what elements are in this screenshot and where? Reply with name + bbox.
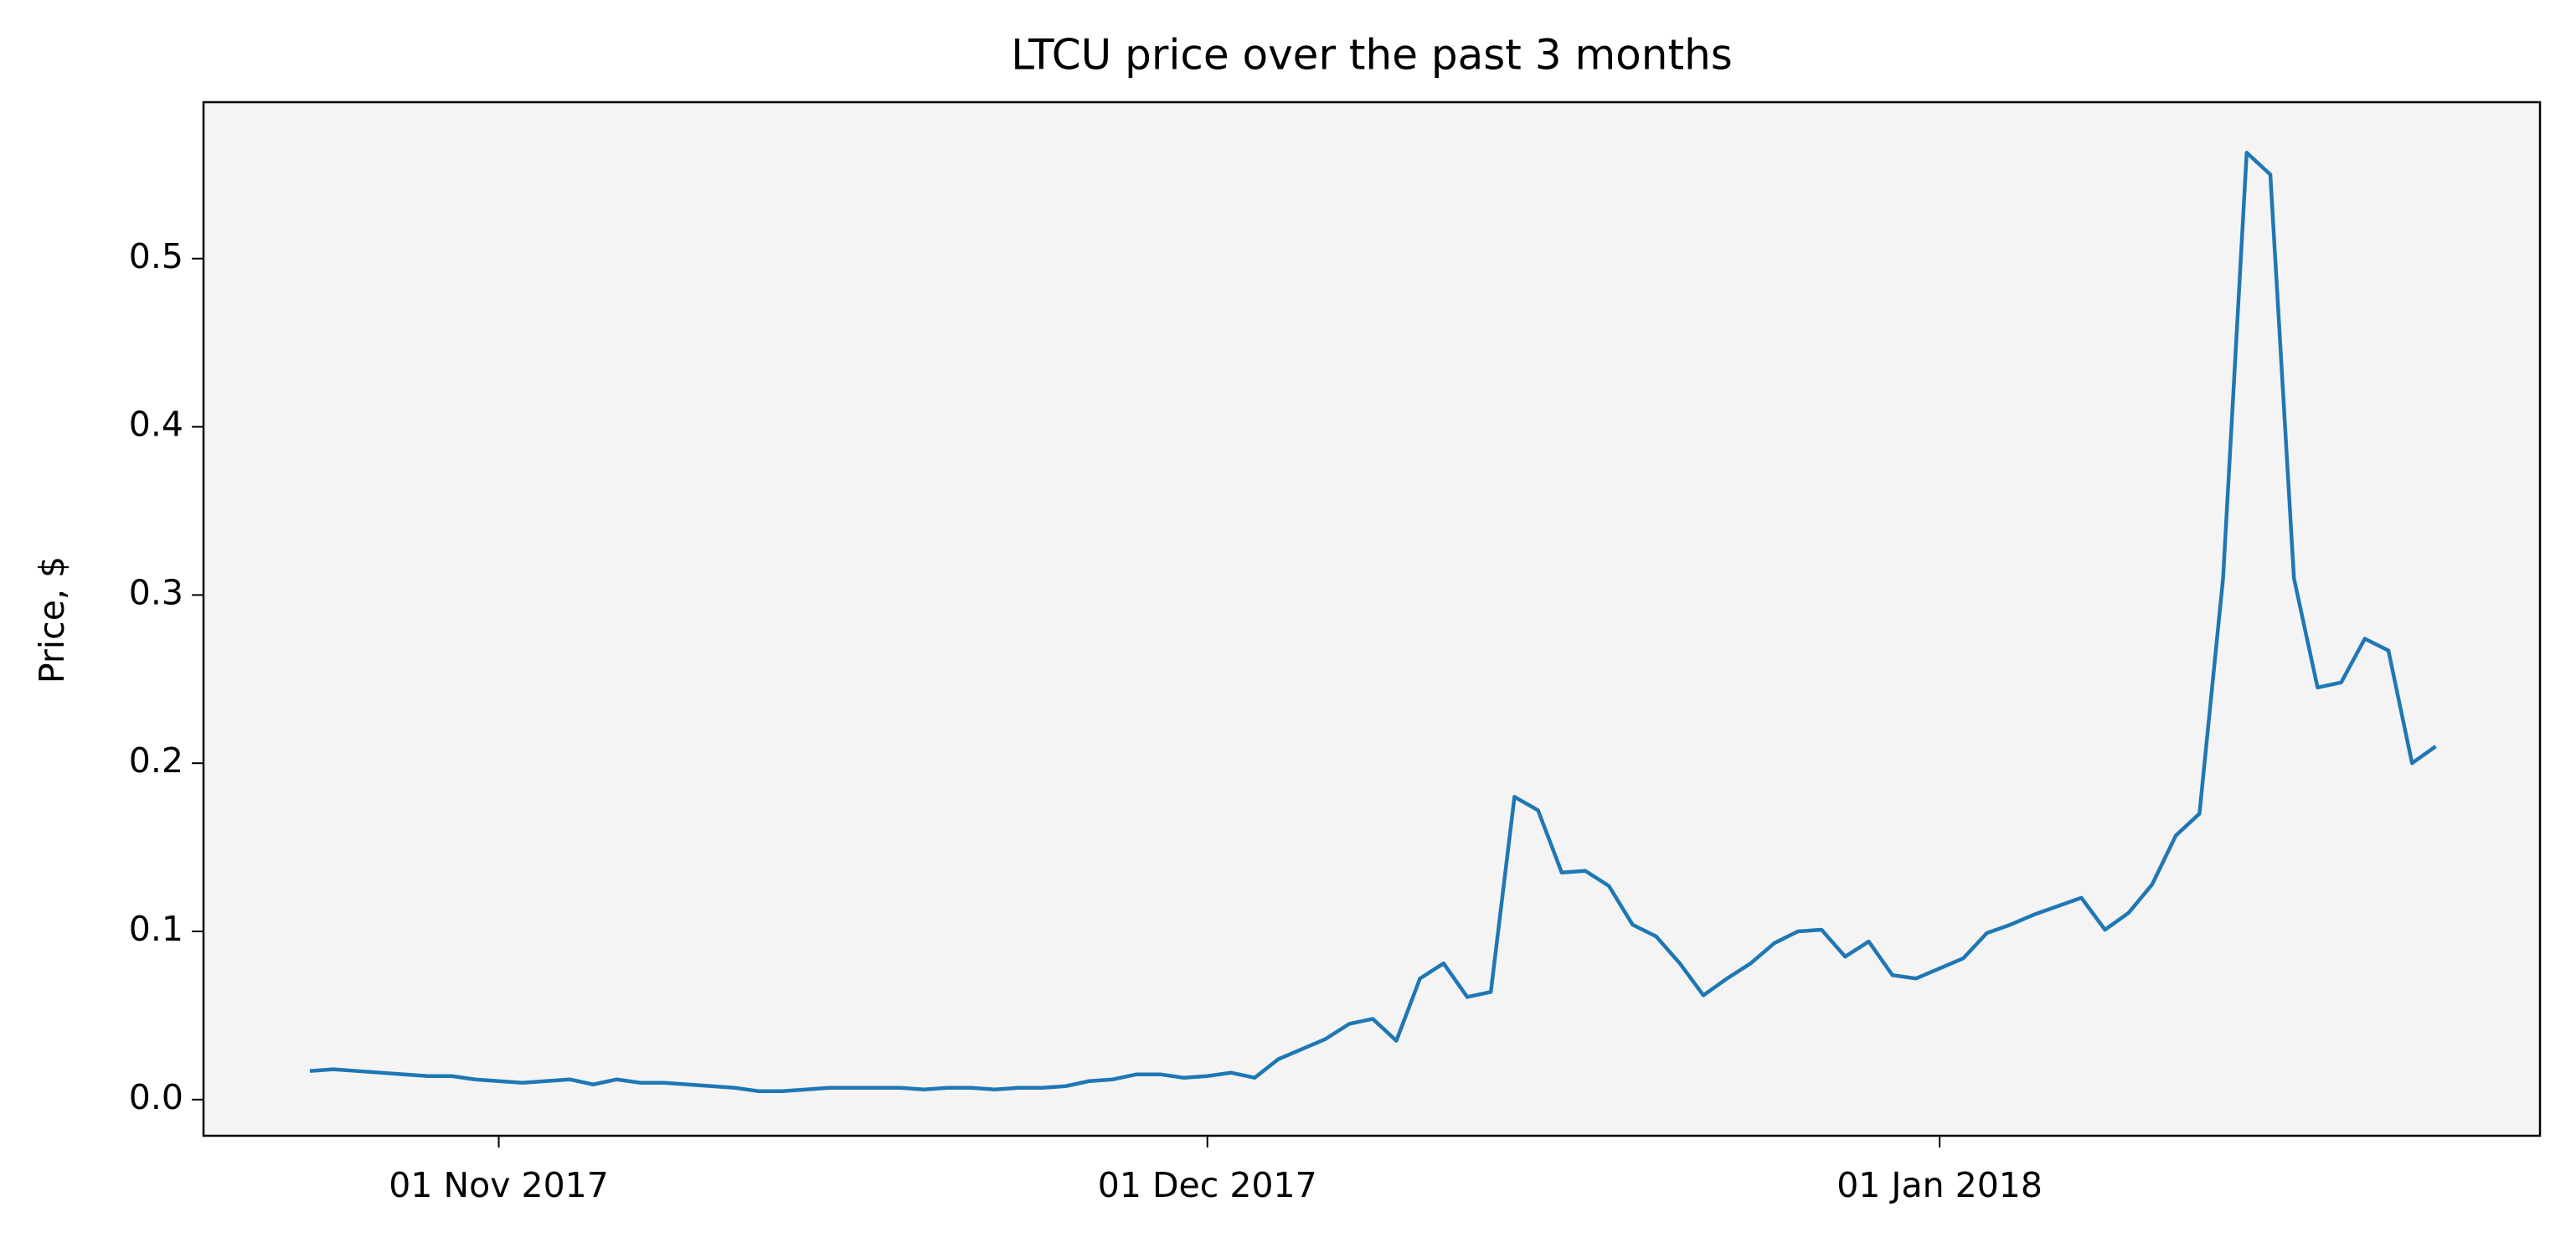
- y-tick-label: 0.4: [129, 405, 183, 445]
- y-tick-label: 0.3: [129, 572, 183, 612]
- y-axis-label: Price, $: [32, 556, 72, 683]
- price-line: [309, 150, 2437, 1094]
- y-tick-label: 0.2: [129, 740, 183, 781]
- chart-title: LTCU price over the past 3 months: [1011, 31, 1733, 80]
- x-tick-label: 01 Dec 2017: [1098, 1165, 1317, 1205]
- axes-frame: [202, 101, 2542, 1137]
- y-tick-label: 0.1: [129, 909, 183, 949]
- plot-area: [204, 102, 2540, 1136]
- x-tick-label: 01 Nov 2017: [389, 1165, 609, 1205]
- x-tick-label: 01 Jan 2018: [1837, 1165, 2043, 1205]
- y-tick-label: 0.5: [129, 236, 183, 276]
- y-tick-label: 0.0: [129, 1077, 183, 1117]
